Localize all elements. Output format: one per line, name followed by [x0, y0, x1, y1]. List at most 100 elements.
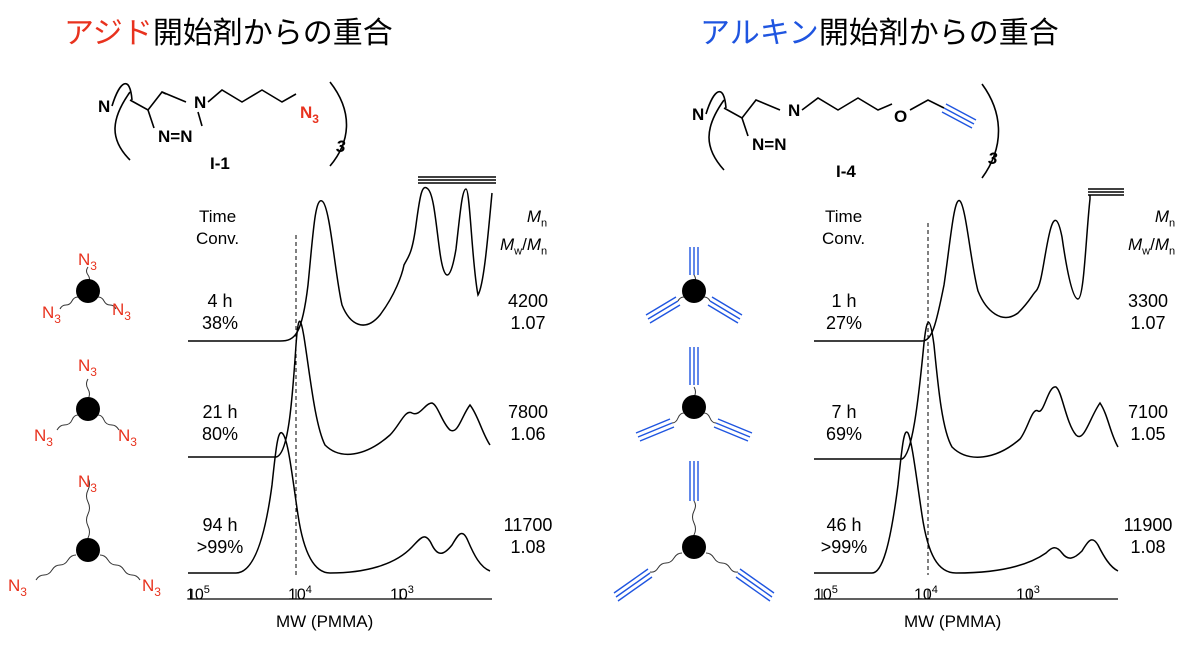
- right-tick-1e5: 105: [814, 584, 838, 604]
- left-mn-2-value: 7800: [507, 402, 549, 422]
- left-cond-2: 21 h 80%: [190, 401, 250, 445]
- left-tick-1e4: 104: [288, 584, 312, 604]
- right-cond-1-conv: 27%: [825, 313, 863, 333]
- left-cond-1-time: 4 h: [207, 291, 233, 311]
- right-struct-triazole: N=N: [752, 135, 786, 154]
- right-mn-1-value: 3300: [1127, 291, 1169, 311]
- left-mn-3-value: 11700: [503, 515, 553, 535]
- left-col-head-left: Time Conv.: [196, 206, 239, 250]
- left-cond-2-conv: 80%: [201, 424, 239, 444]
- left-xlabel: MW (PMMA): [276, 612, 374, 631]
- left-pdi-1-value: 1.07: [510, 313, 546, 333]
- right-xlabel: MW (PMMA): [904, 612, 1002, 631]
- right-cond-1: 1 h 27%: [814, 290, 874, 334]
- left-col-head-pdi: Mw/Mn: [500, 235, 548, 258]
- right-trace-1h-cap: [1088, 188, 1124, 196]
- right-struct-n-center: N: [692, 105, 704, 124]
- right-col-head-time: Time: [825, 207, 863, 226]
- right-col-head-conv: Conv.: [822, 229, 866, 248]
- right-pdi-1-value: 1.07: [1130, 313, 1166, 333]
- left-cond-2-time: 21 h: [202, 402, 238, 422]
- left-star-medium: N3 N3 N3: [34, 356, 137, 449]
- left-tick-1e5: 105: [186, 584, 210, 604]
- svg-text:N3: N3: [118, 426, 137, 449]
- left-struct-triazole: N=N: [158, 127, 192, 146]
- right-heading: アルキン開始剤からの重合: [700, 8, 1059, 52]
- right-trace-7h: [814, 321, 1119, 460]
- right-cond-3-conv: >99%: [820, 537, 868, 557]
- svg-text:N3: N3: [8, 576, 27, 599]
- left-trace-4h: [188, 186, 493, 342]
- right-cond-2: 7 h 69%: [814, 401, 874, 445]
- left-cond-1-conv: 38%: [201, 313, 239, 333]
- right-mn-2: 7100 1.05: [1118, 401, 1178, 445]
- left-cond-3-time: 94 h: [202, 515, 238, 535]
- right-cond-1-time: 1 h: [831, 291, 857, 311]
- left-trace-94h: [188, 432, 491, 574]
- svg-text:N3: N3: [42, 303, 61, 326]
- right-structure: N N N=N O 3: [692, 83, 1000, 179]
- right-col-head-left: Time Conv.: [822, 206, 865, 250]
- left-star-large: N3 N3 N3: [8, 472, 161, 599]
- left-chart: [188, 176, 496, 600]
- left-cond-1: 4 h 38%: [190, 290, 250, 334]
- right-heading-colored: アルキン: [700, 16, 819, 51]
- right-trace-46h: [814, 431, 1119, 574]
- svg-text:N3: N3: [78, 250, 97, 273]
- right-star-large: [613, 461, 775, 602]
- right-struct-oxygen: O: [894, 107, 907, 126]
- right-tick-1e4: 104: [914, 584, 938, 604]
- right-mn-3: 11900 1.08: [1114, 514, 1182, 558]
- right-col-head-pdi: Mw/Mn: [1128, 235, 1176, 258]
- left-struct-n-ring: N: [194, 93, 206, 112]
- right-tick-1e3: 103: [1016, 584, 1040, 604]
- left-struct-n-center: N: [98, 97, 110, 116]
- left-pdi-3-value: 1.08: [510, 537, 546, 557]
- left-mn-1: 4200 1.07: [498, 290, 558, 334]
- right-cond-2-time: 7 h: [831, 402, 857, 422]
- left-heading: アジド開始剤からの重合: [64, 8, 393, 52]
- left-col-head-time: Time: [199, 207, 237, 226]
- svg-text:N3: N3: [112, 300, 131, 323]
- left-tick-1e3: 103: [390, 584, 414, 604]
- left-col-head-conv: Conv.: [196, 229, 240, 248]
- right-col-head-mn: Mn: [1154, 207, 1176, 230]
- left-struct-repeat: 3: [336, 137, 346, 156]
- left-col-head-right: Mn Mw/Mn: [500, 206, 547, 263]
- right-mn-2-value: 7100: [1127, 402, 1169, 422]
- right-struct-repeat: 3: [988, 149, 998, 168]
- left-star-initiators: N3 N3 N3 N3 N3 N3 N3 N3 N3: [8, 250, 161, 599]
- right-mn-3-value: 11900: [1123, 515, 1173, 535]
- right-pdi-3-value: 1.08: [1130, 537, 1166, 557]
- left-mn-1-value: 4200: [507, 291, 549, 311]
- svg-text:N3: N3: [142, 576, 161, 599]
- right-trace-1h: [814, 195, 1091, 342]
- right-col-head-right: Mn Mw/Mn: [1128, 206, 1175, 263]
- right-cond-3-time: 46 h: [826, 515, 862, 535]
- right-star-initiators: [613, 247, 775, 602]
- right-struct-n-ring: N: [788, 101, 800, 120]
- svg-text:N3: N3: [78, 356, 97, 379]
- right-chart: [814, 188, 1124, 600]
- right-pdi-2-value: 1.05: [1130, 424, 1166, 444]
- left-mn-2: 7800 1.06: [498, 401, 558, 445]
- left-trace-4h-cap: [418, 176, 496, 184]
- left-cond-3-conv: >99%: [196, 537, 244, 557]
- left-col-head-mn: Mn: [526, 207, 548, 230]
- right-star-small: [645, 247, 743, 324]
- left-pdi-2-value: 1.06: [510, 424, 546, 444]
- right-cond-3: 46 h >99%: [810, 514, 878, 558]
- left-struct-terminal: N3: [300, 103, 319, 126]
- right-star-medium: [635, 347, 753, 442]
- right-cond-2-conv: 69%: [825, 424, 863, 444]
- left-structure: N N N=N N3 3: [98, 81, 348, 167]
- left-heading-colored: アジド: [64, 16, 153, 51]
- left-mn-3: 11700 1.08: [494, 514, 562, 558]
- left-star-small: N3 N3 N3: [42, 250, 131, 326]
- left-heading-rest: 開始剤からの重合: [152, 16, 393, 51]
- left-compound-label: I-1: [210, 154, 230, 173]
- svg-text:N3: N3: [34, 426, 53, 449]
- right-heading-rest: 開始剤からの重合: [818, 16, 1059, 51]
- left-trace-21h: [188, 320, 491, 458]
- right-compound-label: I-4: [836, 162, 856, 181]
